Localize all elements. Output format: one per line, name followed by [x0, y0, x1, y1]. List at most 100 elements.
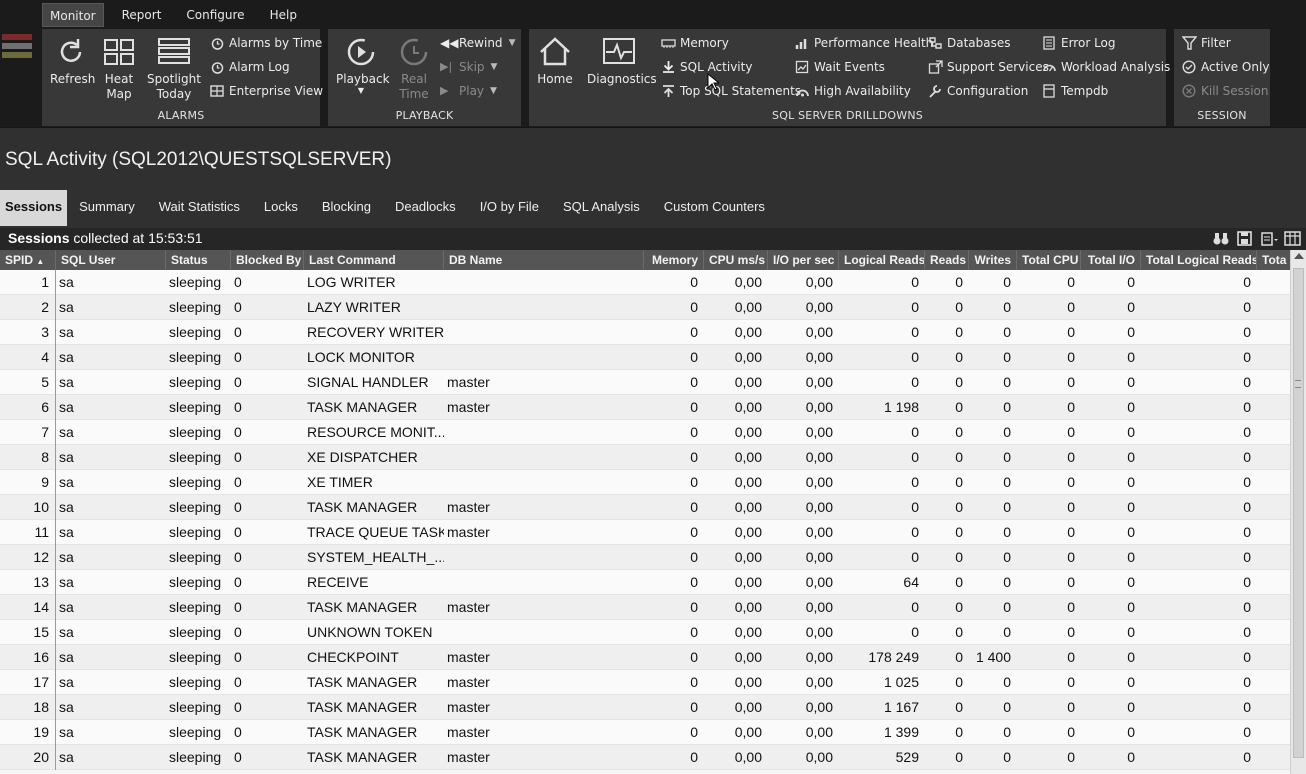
table-row[interactable]: 6 sa sleeping 0 TASK MANAGER master 0 0,00 0,00 1… [0, 395, 1290, 420]
cell-io-per-sec: 0,00 [805, 274, 833, 290]
cell-db-name: master [447, 749, 490, 765]
cell-blocked-by: 0 [234, 374, 242, 390]
enterprise-view-button[interactable]: Enterprise View [210, 82, 323, 100]
tempdb-button[interactable]: Tempdb [1042, 82, 1108, 100]
column-header-blocked-by[interactable]: Blocked By [231, 250, 304, 270]
databases-button[interactable]: Databases [928, 34, 1011, 52]
real-time-button[interactable]: Real Time [394, 34, 434, 102]
cell-total-cpu: 0 [1067, 524, 1075, 540]
menu-report[interactable]: Report [121, 8, 162, 22]
column-header-total-io[interactable]: Total I/O [1081, 250, 1141, 270]
tab-locks[interactable]: Locks [263, 199, 298, 214]
table-row[interactable]: 4 sa sleeping 0 LOCK MONITOR 0 0,00 0,00 0 0 0 0 0 0 [0, 345, 1290, 370]
column-header-logical-reads[interactable]: Logical Reads [839, 250, 925, 270]
table-row[interactable]: 9 sa sleeping 0 XE TIMER 0 0,00 0,00 0 0 0 0 0 0 [0, 470, 1290, 495]
table-row[interactable]: 16 sa sleeping 0 CHECKPOINT master 0 0,00 0,00 17… [0, 645, 1290, 670]
scroll-up-icon[interactable] [1294, 253, 1304, 259]
table-row[interactable]: 7 sa sleeping 0 RESOURCE MONIT... 0 0,00 0,00 0 0… [0, 420, 1290, 445]
home-button[interactable]: Home [535, 34, 575, 87]
tab-custom-counters[interactable]: Custom Counters [663, 199, 765, 214]
column-header-reads[interactable]: Reads [925, 250, 969, 270]
skip-button[interactable]: ▶| Skip ▼ [440, 60, 498, 74]
error-log-button[interactable]: Error Log [1042, 34, 1116, 52]
filter-button[interactable]: Filter [1182, 34, 1231, 52]
workload-analysis-button[interactable]: Workload Analysis [1042, 58, 1170, 76]
table-row[interactable]: 10 sa sleeping 0 TASK MANAGER master 0 0,00 0,00… [0, 495, 1290, 520]
alarm-log-button[interactable]: Alarm Log [210, 58, 290, 76]
top-sql-statements-button[interactable]: Top SQL Statements [661, 82, 801, 100]
cell-spid: 20 [0, 745, 56, 770]
column-header-total-logical-reads[interactable]: Total Logical Reads [1141, 250, 1257, 270]
menu-monitor[interactable]: Monitor [42, 3, 104, 27]
tab-sql-analysis[interactable]: SQL Analysis [562, 199, 640, 214]
cell-memory: 0 [690, 549, 698, 565]
table-row[interactable]: 13 sa sleeping 0 RECEIVE 0 0,00 0,00 64 0 0 0 0 0 [0, 570, 1290, 595]
table-row[interactable]: 2 sa sleeping 0 LAZY WRITER 0 0,00 0,00 0 0 0 0 0 0 [0, 295, 1290, 320]
column-header-io-per-sec[interactable]: I/O per sec [768, 250, 839, 270]
scrollbar-thumb[interactable] [1293, 268, 1304, 758]
column-header-writes[interactable]: Writes [969, 250, 1017, 270]
table-row[interactable]: 15 sa sleeping 0 UNKNOWN TOKEN 0 0,00 0,00 0 0 0 0 0… [0, 620, 1290, 645]
tab-summary[interactable]: Summary [79, 199, 135, 214]
menu-configure[interactable]: Configure [186, 8, 245, 22]
binoculars-icon[interactable] [1212, 231, 1230, 246]
sql-activity-button[interactable]: SQL Activity [661, 58, 752, 76]
save-icon[interactable] [1236, 231, 1254, 246]
table-row[interactable]: 18 sa sleeping 0 TASK MANAGER master 0 0,00 0,00… [0, 695, 1290, 720]
column-header-db-name[interactable]: DB Name [444, 250, 644, 270]
column-header-last-command[interactable]: Last Command [304, 250, 444, 270]
table-row[interactable]: 11 sa sleeping 0 TRACE QUEUE TASK master 0 0,00… [0, 520, 1290, 545]
tab-wait-statistics[interactable]: Wait Statistics [158, 199, 240, 214]
support-services-button[interactable]: Support Services [928, 58, 1049, 76]
refresh-button[interactable]: Refresh [50, 34, 95, 87]
active-only-button[interactable]: Active Only [1182, 58, 1269, 76]
column-header-total-cpu[interactable]: Total CPU [1017, 250, 1081, 270]
column-header-total-truncated[interactable]: Tota [1262, 253, 1287, 267]
kill-session-button[interactable]: Kill Session [1182, 82, 1268, 100]
cell-reads: 0 [955, 574, 963, 590]
table-row[interactable]: 5 sa sleeping 0 SIGNAL HANDLER master 0 0,00 0,0… [0, 370, 1290, 395]
tab-sessions[interactable]: Sessions [0, 190, 68, 226]
alarms-by-time-button[interactable]: Alarms by Time [210, 34, 322, 52]
play-button[interactable]: ▶ Play ▼ [440, 84, 497, 98]
table-row[interactable]: 17 sa sleeping 0 TASK MANAGER master 0 0,00 0,00… [0, 670, 1290, 695]
table-row[interactable]: 19 sa sleeping 0 TASK MANAGER master 0 0,00 0,00… [0, 720, 1290, 745]
memory-button[interactable]: Memory [661, 34, 729, 52]
vertical-scrollbar[interactable] [1290, 250, 1306, 774]
tab-blocking[interactable]: Blocking [321, 199, 371, 214]
cell-total-truncated [1257, 595, 1290, 620]
table-row[interactable]: 8 sa sleeping 0 XE DISPATCHER 0 0,00 0,00 0 0 0 0 0 0 [0, 445, 1290, 470]
cell-sql-user: sa [59, 399, 74, 415]
table-row[interactable]: 20 sa sleeping 0 TASK MANAGER master 0 0,00 0,00… [0, 745, 1290, 770]
playback-button[interactable]: Playback ▼ [336, 34, 390, 95]
performance-health-button[interactable]: Performance Health [795, 34, 933, 52]
tab-io-by-file[interactable]: I/O by File [479, 199, 539, 214]
column-chooser-icon[interactable] [1284, 231, 1302, 246]
column-header-status[interactable]: Status [166, 250, 231, 270]
table-row[interactable]: 3 sa sleeping 0 RECOVERY WRITER 0 0,00 0,00 0 0 0 0… [0, 320, 1290, 345]
column-header-cpu-ms[interactable]: CPU ms/s [704, 250, 768, 270]
alarm-clock-icon [211, 38, 224, 50]
cell-last-command: RECOVERY WRITER [307, 324, 444, 340]
heat-map-button[interactable]: Heat Map [100, 34, 138, 102]
cell-cpu-ms: 0,00 [734, 699, 762, 715]
column-header-spid[interactable]: SPID ▲ [0, 250, 56, 270]
cell-memory: 0 [690, 299, 698, 315]
configuration-button[interactable]: Configuration [928, 82, 1028, 100]
cell-writes: 0 [1003, 474, 1011, 490]
column-header-sql-user[interactable]: SQL User [56, 250, 166, 270]
wait-events-button[interactable]: Wait Events [795, 58, 885, 76]
table-row[interactable]: 1 sa sleeping 0 LOG WRITER 0 0,00 0,00 0 0 0 0 0 0 [0, 270, 1290, 295]
menu-help[interactable]: Help [269, 8, 297, 22]
rewind-button[interactable]: ◀◀ Rewind ▼ [440, 36, 516, 50]
table-row[interactable]: 12 sa sleeping 0 SYSTEM_HEALTH_... 0 0,00 0,00 0… [0, 545, 1290, 570]
cell-total-io: 0 [1127, 674, 1135, 690]
tab-deadlocks[interactable]: Deadlocks [394, 199, 456, 214]
alarms-group-label: ALARMS [157, 109, 205, 122]
diagnostics-button[interactable]: Diagnostics [587, 34, 657, 87]
column-header-memory[interactable]: Memory [644, 250, 704, 270]
print-icon[interactable] [1260, 231, 1278, 246]
high-availability-button[interactable]: High Availability [795, 82, 911, 100]
spotlight-today-button[interactable]: Spotlight Today [146, 34, 202, 102]
table-row[interactable]: 14 sa sleeping 0 TASK MANAGER master 0 0,00 0,00… [0, 595, 1290, 620]
